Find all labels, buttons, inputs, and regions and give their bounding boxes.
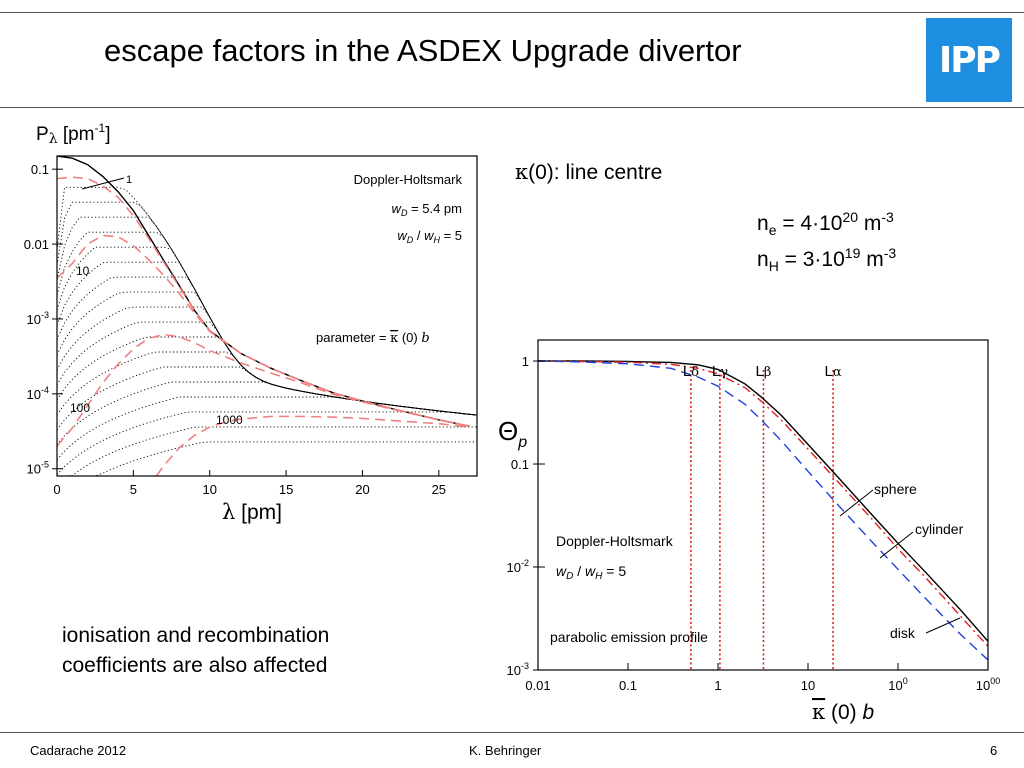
- density-unit-exponent: -3: [881, 209, 894, 225]
- escape-factor-chart: 0.01 0.1 1 10 100 1000 1 0.1 10-2 10-3 Lδ Lγ Lβ Lα Θ…: [498, 339, 1000, 724]
- series-line-cylinder: [538, 360, 988, 647]
- density-subscript: e: [768, 222, 777, 239]
- sphere-leader: [839, 489, 874, 517]
- left-family-curve: [57, 426, 477, 476]
- density-unit-exponent: -3: [883, 245, 897, 261]
- left-annotation-wd: wD = 5.4 pm: [392, 201, 462, 218]
- curve-label-1-leader: [81, 177, 125, 190]
- right-annotation-ratio: wD / wH = 5: [556, 563, 626, 582]
- note-line-2: coefficients are also affected: [62, 654, 328, 677]
- x-tick-label: 25: [432, 482, 446, 497]
- x-tick-label: 15: [279, 482, 293, 497]
- series-line-kappa-0: [57, 156, 470, 427]
- title-rule: [0, 107, 1024, 108]
- kappa-note-text: (0): line centre: [528, 161, 663, 184]
- x-tick-label: 0.01: [525, 678, 550, 693]
- curve-label-1: 1: [126, 174, 132, 186]
- y-tick-label: 0.01: [24, 237, 49, 252]
- left-annotation-model: Doppler-Holtsmark: [354, 172, 463, 187]
- ipp-logo: IPP: [926, 18, 1012, 102]
- y-tick-label: 1: [522, 354, 529, 369]
- density-value: = 3·10: [778, 248, 845, 271]
- series-line-kappa-100: [57, 333, 470, 447]
- left-family-curve: [57, 366, 477, 431]
- left-family-curve: [57, 351, 477, 416]
- left-family-curve: [57, 216, 477, 416]
- left-family-curve: [57, 441, 477, 476]
- series-label-sphere: sphere: [874, 481, 917, 497]
- left-chart-xlabel: λ [pm]: [222, 500, 282, 524]
- footer-page-number: 6: [990, 743, 998, 758]
- note-line-1: ionisation and recombination: [62, 624, 330, 647]
- series-label-cylinder: cylinder: [915, 521, 964, 537]
- left-family-curve: [57, 411, 477, 476]
- density-value: = 4·10: [776, 212, 843, 235]
- x-tick-label: 10: [202, 482, 216, 497]
- kappa-symbol: κ: [515, 160, 529, 184]
- kappa-note: κ(0): line centre: [515, 160, 662, 185]
- disk-leader: [925, 617, 961, 634]
- density-unit: m: [860, 248, 884, 271]
- y-tick-label: 10-3: [507, 661, 529, 678]
- x-tick-label: 20: [355, 482, 369, 497]
- series-label-disk: disk: [890, 625, 916, 641]
- left-family-curve: [57, 231, 477, 416]
- electron-density: ne = 4·1020 m-3: [757, 209, 894, 238]
- density-exponent: 19: [844, 245, 861, 261]
- right-chart-ylabel: Θp: [498, 416, 527, 451]
- left-chart-ylabel: Pλ [pm-1]: [36, 121, 110, 147]
- vertical-line-label: Lα: [825, 363, 842, 380]
- x-tick-label: 0: [53, 482, 60, 497]
- x-tick-label: 100: [888, 676, 907, 693]
- spectral-profile-chart: Pλ [pm-1] 0 5 10 15 20 250.10.0110-310-410-5 …: [24, 121, 478, 524]
- left-annotation-parameter: parameter = κ (0) b: [316, 330, 430, 346]
- right-chart-xlabel: κ (0) b: [812, 700, 874, 724]
- x-tick-label: 1000: [976, 676, 1000, 693]
- left-family-curve: [57, 396, 477, 461]
- density-symbol: n: [757, 248, 769, 271]
- left-family-curve: [57, 336, 477, 416]
- y-tick-label: 0.1: [31, 162, 49, 177]
- cylinder-leader: [879, 531, 914, 559]
- hydrogen-density: nH = 3·1019 m-3: [757, 245, 896, 274]
- y-tick-label: 10-4: [27, 385, 49, 402]
- vertical-line-label: Lγ: [712, 363, 728, 380]
- top-rule: [0, 12, 1024, 13]
- vertical-line-label: Lβ: [756, 363, 772, 380]
- y-tick-label: 0.1: [511, 457, 529, 472]
- y-tick-label: 10-5: [27, 460, 49, 477]
- curve-label-10: 10: [76, 264, 90, 278]
- y-tick-label: 10-3: [27, 310, 49, 327]
- x-tick-label: 1: [714, 678, 721, 693]
- density-symbol: n: [757, 212, 769, 235]
- curve-label-100: 100: [70, 401, 90, 415]
- series-line-sphere: [538, 360, 988, 642]
- left-annotation-ratio: wD / wH = 5: [397, 228, 462, 245]
- x-tick-label: 5: [130, 482, 137, 497]
- left-plot-frame: [56, 155, 478, 477]
- footer-author: K. Behringer: [469, 743, 542, 758]
- density-subscript: H: [768, 258, 779, 275]
- curve-label-1000: 1000: [216, 413, 243, 427]
- density-unit: m: [858, 212, 882, 235]
- density-exponent: 20: [842, 209, 859, 225]
- slide-title: escape factors in the ASDEX Upgrade dive…: [104, 33, 742, 68]
- right-plot-frame: [537, 339, 989, 671]
- vertical-line-label: Lδ: [683, 363, 699, 380]
- series-line-kappa-1000: [155, 415, 470, 476]
- right-annotation-profile: parabolic emission profile: [550, 629, 708, 645]
- x-tick-label: 0.1: [619, 678, 637, 693]
- right-annotation-model: Doppler-Holtsmark: [556, 533, 674, 549]
- footer-venue: Cadarache 2012: [30, 743, 127, 758]
- footer-rule: [0, 732, 1024, 733]
- left-family-curve: [57, 276, 477, 416]
- y-tick-label: 10-2: [507, 558, 529, 575]
- x-tick-label: 10: [801, 678, 815, 693]
- left-family-curve: [57, 186, 477, 416]
